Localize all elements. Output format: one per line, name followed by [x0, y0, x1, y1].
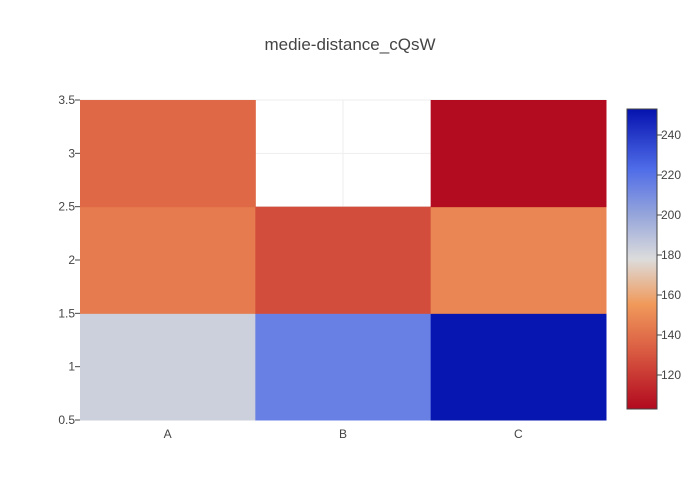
- heatmap-cell: [430, 206, 607, 314]
- heatmap-cell: [255, 206, 432, 314]
- heatmap-cell: [255, 313, 432, 421]
- colorbar-tick-label: 240: [661, 128, 681, 142]
- colorbar-tick-label: 220: [661, 168, 681, 182]
- heatmap-cell: [430, 100, 607, 208]
- y-tick-label: 3.5: [58, 93, 75, 107]
- y-axis: 0.5 1 1.5 2 2.5 3 3.5: [58, 93, 80, 427]
- x-tick-label: A: [164, 427, 172, 441]
- y-tick-label: 1: [68, 360, 75, 374]
- colorbar-gradient: [626, 108, 658, 410]
- y-tick-label: 1.5: [58, 306, 75, 320]
- colorbar-tick-label: 120: [661, 368, 681, 382]
- heatmap-cell: [80, 206, 256, 314]
- x-axis: A B C: [164, 427, 523, 441]
- colorbar-tick-label: 180: [661, 248, 681, 262]
- heatmap-cell: [430, 313, 607, 421]
- y-tick-label: 0.5: [58, 413, 75, 427]
- chart-title: medie-distance_cQsW: [264, 35, 435, 54]
- heatmap-cell: [80, 100, 256, 208]
- colorbar-tick-label: 160: [661, 288, 681, 302]
- y-tick-label: 2.5: [58, 200, 75, 214]
- x-tick-label: B: [339, 427, 347, 441]
- y-tick-label: 3: [68, 146, 75, 160]
- plot-area: [80, 99, 607, 421]
- colorbar: 120 140 160 180 200 220 240: [626, 108, 681, 410]
- x-tick-label: C: [514, 427, 523, 441]
- y-tick-label: 2: [68, 253, 75, 267]
- colorbar-tick-label: 140: [661, 328, 681, 342]
- heatmap-cell: [80, 313, 256, 421]
- colorbar-tick-label: 200: [661, 208, 681, 222]
